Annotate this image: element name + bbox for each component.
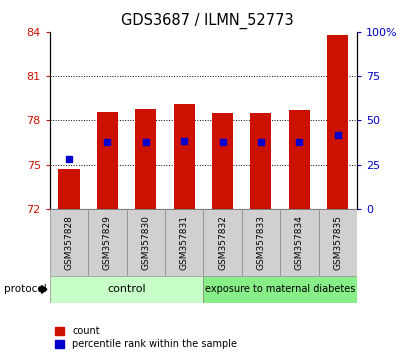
Bar	[135, 109, 156, 209]
Text: GSM357828: GSM357828	[64, 215, 73, 270]
FancyBboxPatch shape	[319, 209, 357, 276]
Bar	[250, 113, 271, 209]
FancyBboxPatch shape	[203, 276, 357, 303]
Bar	[97, 112, 118, 209]
Bar	[289, 110, 310, 209]
Text: GSM357833: GSM357833	[256, 215, 266, 270]
FancyBboxPatch shape	[50, 276, 203, 303]
FancyBboxPatch shape	[165, 209, 203, 276]
Text: GSM357834: GSM357834	[295, 215, 304, 270]
Text: GSM357835: GSM357835	[333, 215, 342, 270]
FancyBboxPatch shape	[50, 209, 88, 276]
Text: GDS3687 / ILMN_52773: GDS3687 / ILMN_52773	[121, 12, 294, 29]
Bar	[173, 104, 195, 209]
Legend: count, percentile rank within the sample: count, percentile rank within the sample	[55, 326, 237, 349]
Bar	[59, 169, 80, 209]
Text: GSM357831: GSM357831	[180, 215, 189, 270]
Text: control: control	[107, 284, 146, 295]
Text: GSM357830: GSM357830	[141, 215, 150, 270]
Text: GSM357832: GSM357832	[218, 215, 227, 270]
Bar	[327, 35, 348, 209]
FancyBboxPatch shape	[203, 209, 242, 276]
Bar	[212, 113, 233, 209]
FancyBboxPatch shape	[127, 209, 165, 276]
FancyBboxPatch shape	[88, 209, 127, 276]
FancyBboxPatch shape	[280, 209, 319, 276]
Text: exposure to maternal diabetes: exposure to maternal diabetes	[205, 284, 355, 295]
Text: protocol: protocol	[4, 284, 47, 295]
Text: GSM357829: GSM357829	[103, 215, 112, 270]
FancyBboxPatch shape	[242, 209, 280, 276]
